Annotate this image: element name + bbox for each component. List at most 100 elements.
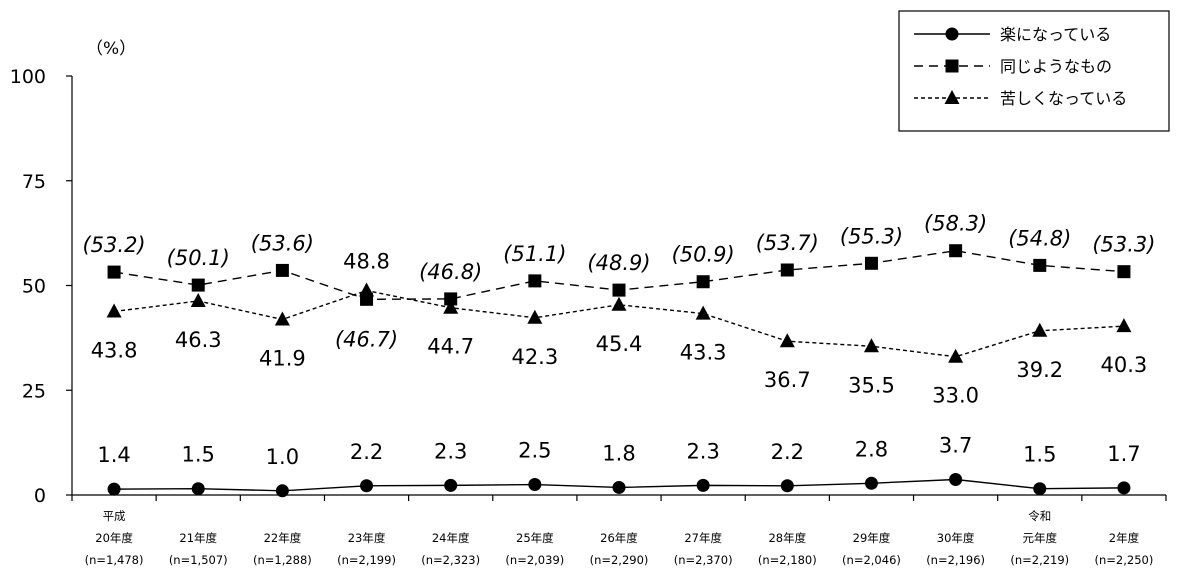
data-label-series-2: 33.0 — [932, 384, 979, 408]
data-labels: 1.4 1.5 1.0 2.2 2.3 2.5 1.8 2.3 2.2 2.8 3.7 1.5 1.7 (… — [82, 212, 1155, 469]
series-1-point — [696, 275, 710, 289]
data-label-series-2: 44.7 — [427, 335, 474, 359]
data-label-series-0: 2.3 — [434, 439, 467, 463]
data-label-series-0: 1.7 — [1107, 442, 1140, 466]
data-label-series-0: 2.2 — [350, 440, 383, 464]
series-1-point — [191, 278, 205, 292]
series-2-point — [1116, 318, 1132, 333]
data-label-series-2: 46.3 — [175, 328, 222, 352]
data-label-series-0: 2.2 — [771, 440, 804, 464]
legend-label-2: 苦しくなっている — [1000, 89, 1127, 108]
series-0-point — [949, 472, 963, 486]
series-0-point — [1117, 481, 1131, 495]
data-label-series-2: 35.5 — [848, 373, 895, 397]
data-label-series-0: 2.5 — [518, 439, 551, 463]
category-year-label: 21年度 — [179, 531, 217, 545]
data-label-series-2: 48.8 — [343, 250, 390, 274]
series-0-point — [444, 478, 458, 492]
category-n-label: (n=1,507) — [169, 553, 228, 567]
data-label-series-0: 1.4 — [97, 443, 130, 467]
data-label-series-0: 1.0 — [266, 445, 299, 469]
data-label-series-0: 1.5 — [182, 443, 215, 467]
category-year-label: 29年度 — [853, 531, 891, 545]
y-tick-label: 100 — [10, 66, 46, 88]
series-2-point — [274, 311, 290, 326]
category-n-label: (n=2,323) — [421, 553, 480, 567]
series-2-point — [863, 338, 879, 353]
legend-marker-1 — [945, 59, 959, 73]
category-year-label: 2年度 — [1109, 531, 1140, 545]
data-label-series-1: (48.9) — [587, 251, 650, 275]
category-year-label: 25年度 — [516, 531, 554, 545]
category-labels: 平成 20年度 (n=1,478) 21年度 (n=1,507) 22年度 (n=1,288… — [85, 509, 1154, 567]
y-tick-label: 0 — [34, 485, 46, 507]
series-0-point — [191, 482, 205, 496]
data-label-series-1: (53.3) — [1092, 233, 1155, 257]
axes: 0 25 50 75 100 — [10, 66, 1167, 507]
data-label-series-2: 40.3 — [1101, 353, 1148, 377]
data-label-series-2: 36.7 — [764, 368, 811, 392]
series-0-point — [696, 478, 710, 492]
data-label-series-1: (50.1) — [167, 246, 230, 270]
category-year-label: 30年度 — [937, 531, 975, 545]
y-tick-label: 25 — [22, 380, 46, 402]
series-2-point — [190, 293, 206, 308]
data-label-series-1: (54.8) — [1008, 226, 1071, 250]
category-year-label: 20年度 — [95, 531, 133, 545]
series-markers — [106, 244, 1132, 498]
data-label-series-1: (55.3) — [840, 224, 903, 248]
series-1-point — [1033, 258, 1047, 272]
data-label-series-2: 41.9 — [259, 346, 306, 370]
data-label-series-1: (50.9) — [672, 243, 735, 267]
series-2-point — [948, 348, 964, 363]
category-n-label: (n=1,288) — [253, 553, 312, 567]
data-label-series-2: 42.3 — [511, 345, 558, 369]
category-era-label: 令和 — [1028, 509, 1051, 523]
series-1-point — [107, 265, 121, 279]
y-tick-label: 50 — [22, 276, 46, 298]
series-1-point — [1117, 265, 1131, 279]
legend-marker-2 — [944, 90, 960, 104]
data-label-series-1: (58.3) — [924, 212, 987, 236]
series-0-point — [780, 479, 794, 493]
data-label-series-1: (53.6) — [251, 231, 314, 255]
data-label-series-0: 1.5 — [1023, 443, 1056, 467]
category-era-label: 平成 — [103, 509, 126, 523]
series-1-point — [780, 263, 794, 277]
category-year-label: 23年度 — [348, 531, 386, 545]
category-n-label: (n=2,370) — [674, 553, 733, 567]
data-label-series-0: 1.8 — [602, 441, 635, 465]
legend-marker-0 — [945, 27, 959, 41]
series-1-point — [528, 274, 542, 288]
data-label-series-2: 39.2 — [1016, 358, 1063, 382]
y-tick-label: 75 — [22, 171, 46, 193]
category-n-label: (n=1,478) — [85, 553, 144, 567]
category-year-label: 27年度 — [684, 531, 722, 545]
series-0-point — [1033, 482, 1047, 496]
data-label-series-2: 45.4 — [596, 332, 643, 356]
y-unit-label: （%） — [86, 39, 136, 59]
series-2-point — [611, 296, 627, 311]
series-2-point — [779, 333, 795, 348]
data-label-series-1: (46.8) — [419, 260, 482, 284]
data-label-series-1: (53.2) — [82, 233, 145, 257]
series-2-point — [1032, 322, 1048, 337]
data-label-series-2: 43.8 — [91, 338, 138, 362]
data-label-series-1: (51.1) — [503, 242, 566, 266]
category-n-label: (n=2,219) — [1010, 553, 1069, 567]
data-label-series-1: (46.7) — [335, 327, 398, 351]
legend-label-1: 同じようなもの — [1000, 57, 1112, 76]
category-year-label: 24年度 — [432, 531, 470, 545]
series-2-point — [106, 303, 122, 318]
series-2-point — [359, 282, 375, 297]
category-n-label: (n=2,290) — [590, 553, 649, 567]
data-label-series-0: 3.7 — [939, 433, 972, 457]
series-1-point — [275, 263, 289, 277]
category-n-label: (n=2,250) — [1095, 553, 1154, 567]
series-2-point — [695, 305, 711, 320]
category-n-label: (n=2,180) — [758, 553, 817, 567]
category-year-label: 28年度 — [768, 531, 806, 545]
legend-label-0: 楽になっている — [1000, 25, 1111, 44]
